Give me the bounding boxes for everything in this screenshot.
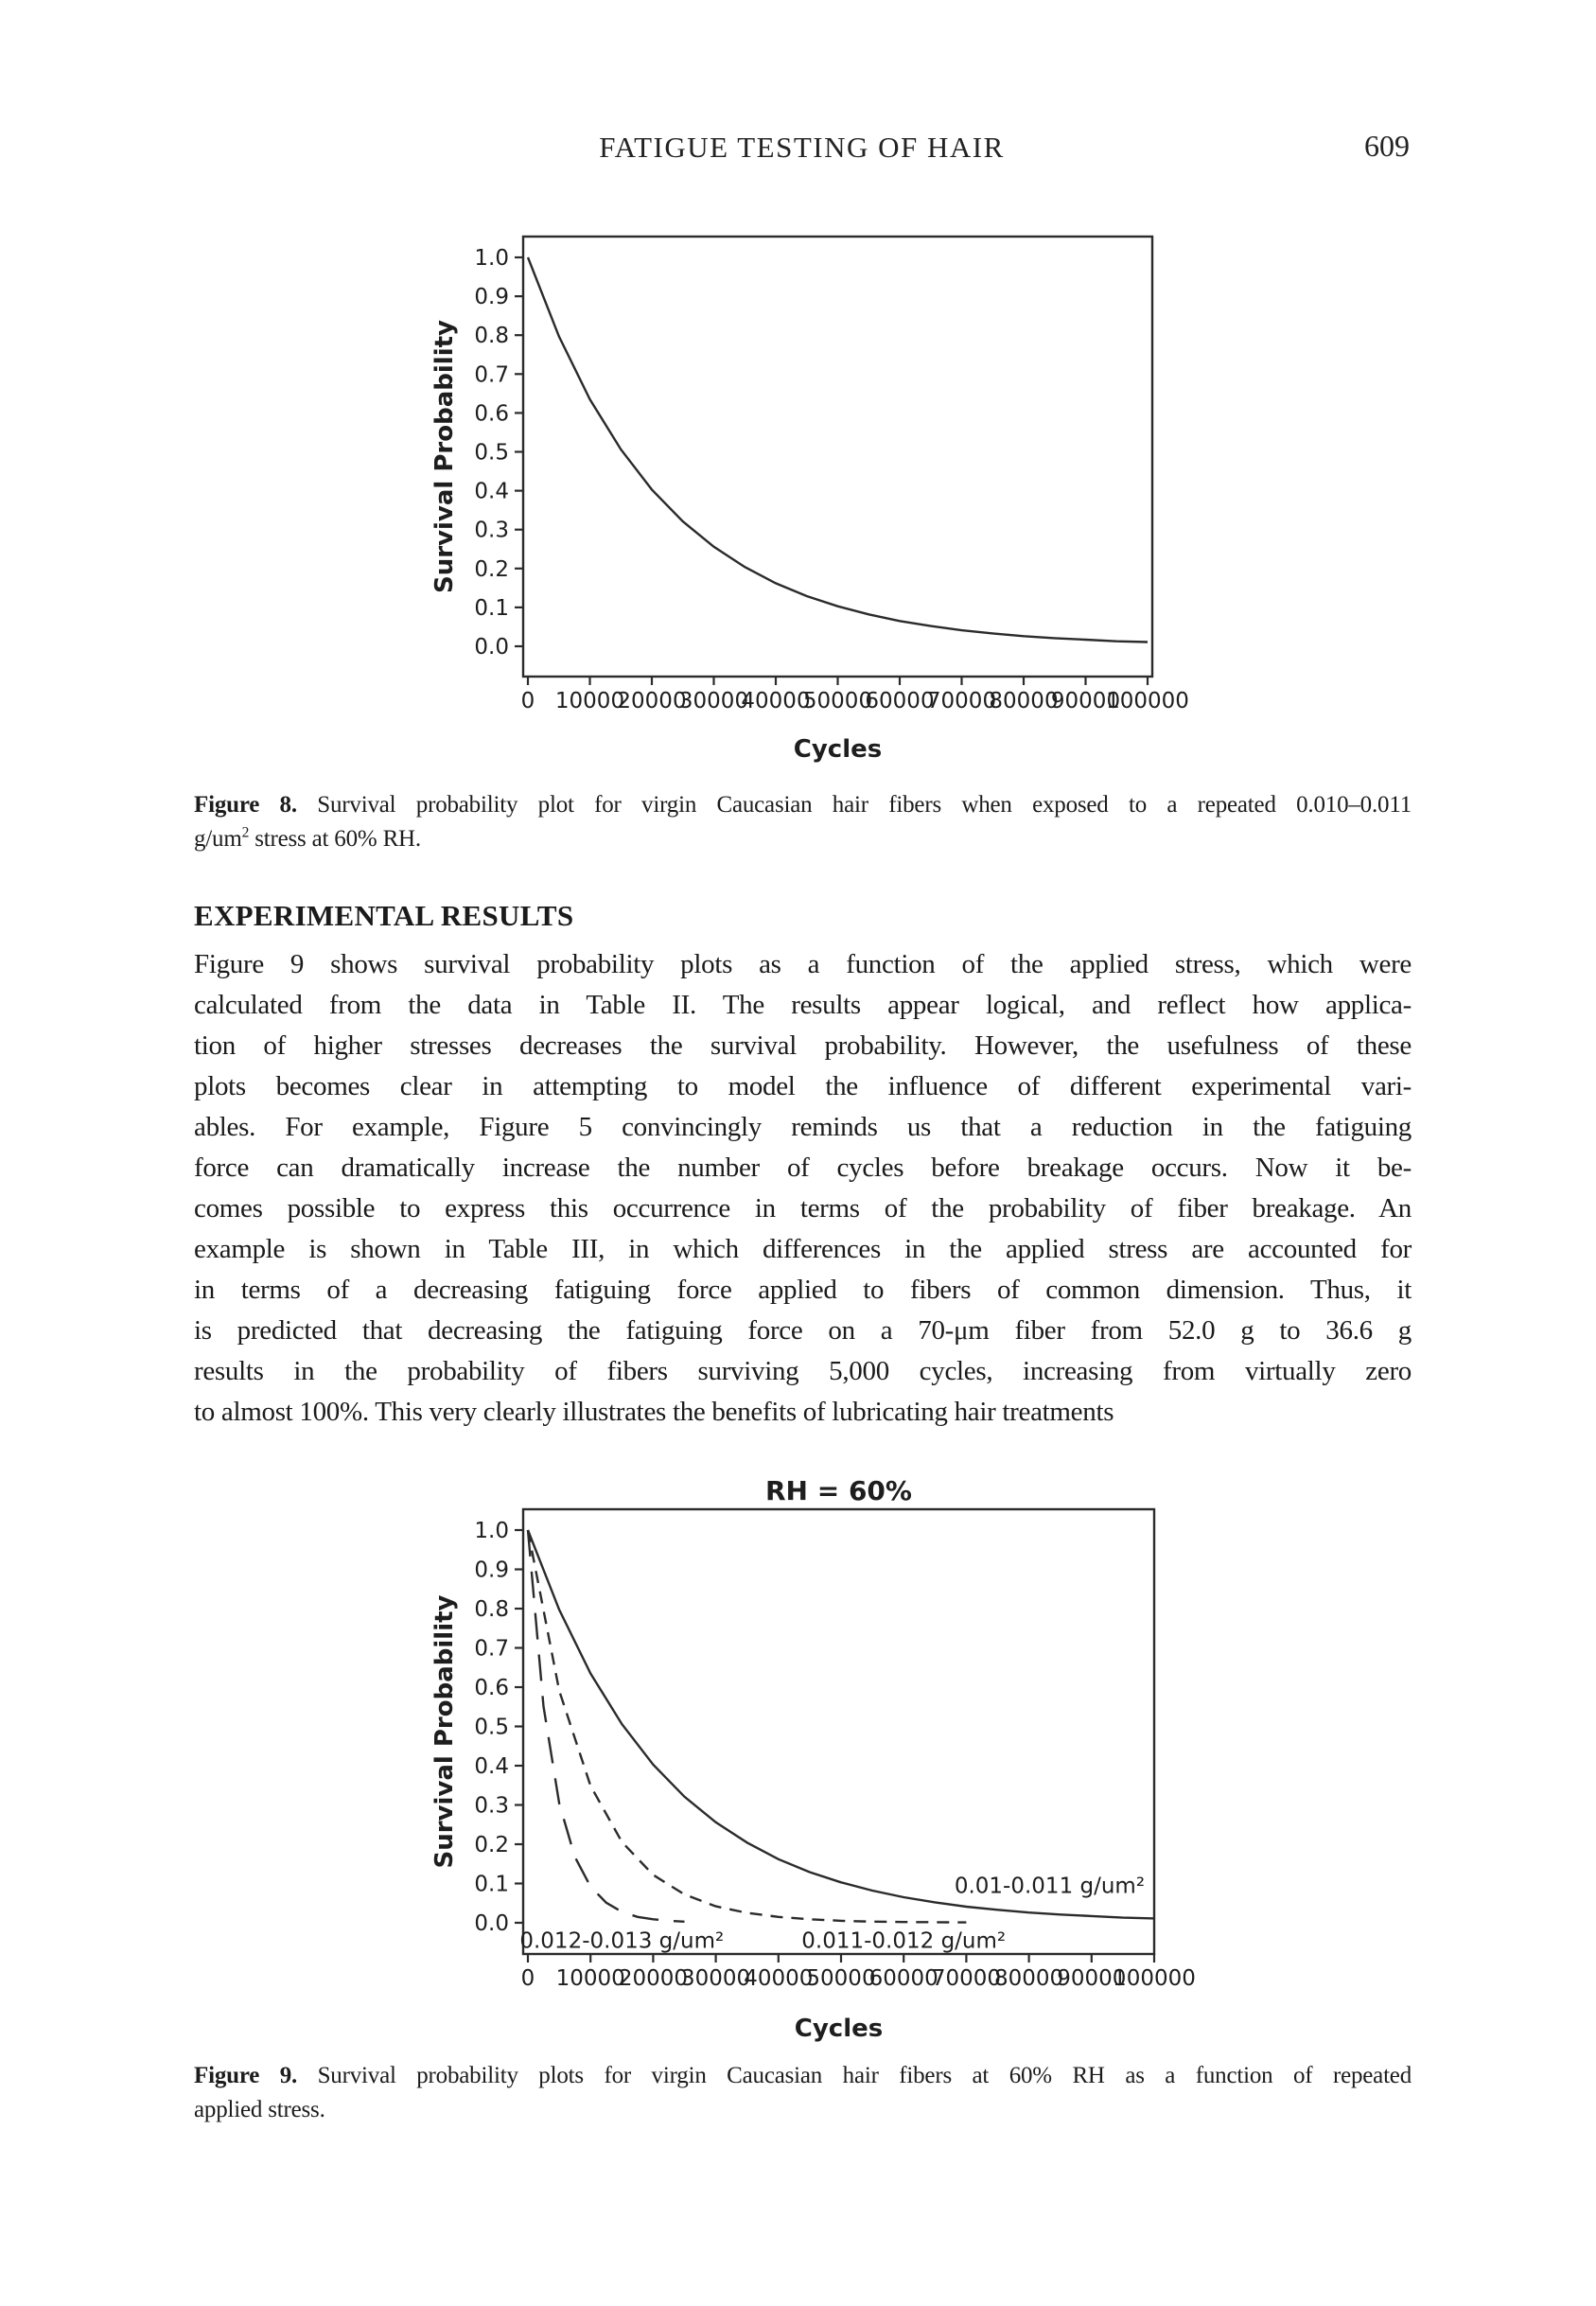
x-tick-label: 0 — [521, 689, 535, 713]
series-curve — [526, 1529, 685, 1923]
paragraph-line: calculated from the data in Table II. Th… — [194, 990, 1412, 1020]
series-label: 0.01-0.011 g/um² — [955, 1875, 1145, 1899]
x-tick-label: 40000 — [741, 689, 810, 713]
figure8-label: Figure 8. — [194, 792, 297, 818]
x-tick-label: 90000 — [1057, 1966, 1126, 1991]
x-tick-label: 0 — [521, 1966, 535, 1991]
x-tick-label: 80000 — [989, 689, 1058, 713]
x-tick-label: 20000 — [617, 689, 686, 713]
x-tick-label: 10000 — [555, 689, 624, 713]
paragraph-line: force can dramatically increase the numb… — [194, 1153, 1412, 1183]
paragraph-line: plots becomes clear in attempting to mod… — [194, 1071, 1412, 1101]
x-tick-label: 20000 — [619, 1966, 688, 1991]
figure9-chart: 0 100002000030000400005000060000700008000… — [430, 1475, 1196, 2043]
x-tick-label: 60000 — [865, 689, 934, 713]
page-number: 609 — [1364, 129, 1410, 163]
y-axis-title: Survival Probability — [430, 320, 459, 593]
caption-line: Figure 8. Survival probability plot for … — [194, 788, 1412, 822]
caption-text: Survival probability plot for virgin Cau… — [296, 792, 1412, 818]
figure9-caption: Figure 9. Survival probability plots for… — [194, 2059, 1412, 2127]
y-tick-label: 0.2 — [474, 1833, 509, 1857]
paragraph-line: ables. For example, Figure 5 convincingl… — [194, 1112, 1412, 1142]
x-tick-label: 90000 — [1051, 689, 1120, 713]
caption-text: applied stress. — [194, 2097, 325, 2122]
y-tick-label: 0.6 — [474, 401, 509, 426]
x-tick-label: 10000 — [556, 1966, 625, 1991]
y-tick-label: 1.0 — [474, 246, 509, 271]
x-tick-label: 30000 — [681, 1966, 750, 1991]
y-tick-label: 0.6 — [474, 1676, 509, 1700]
paragraph-line: in terms of a decreasing fatiguing force… — [194, 1275, 1412, 1305]
series-label: 0.012-0.013 g/um² — [519, 1929, 724, 1954]
x-tick-label: 60000 — [869, 1966, 938, 1991]
x-tick-label: 50000 — [803, 689, 872, 713]
caption-line: Figure 9. Survival probability plots for… — [194, 2059, 1412, 2093]
paragraph-line: Figure 9 shows survival probability plot… — [194, 949, 1412, 979]
figure8-caption: Figure 8. Survival probability plot for … — [194, 788, 1412, 856]
x-tick-label: 100000 — [1106, 689, 1189, 713]
x-tick-label: 70000 — [932, 1966, 1001, 1991]
y-tick-label: 0.0 — [474, 1911, 509, 1936]
y-axis-title: Survival Probability — [430, 1594, 459, 1868]
running-head-title: FATIGUE TESTING OF HAIR — [599, 131, 1005, 164]
section-heading: EXPERIMENTAL RESULTS — [194, 899, 574, 932]
y-tick-label: 0.8 — [474, 1597, 509, 1622]
caption-text: g/um — [194, 826, 242, 852]
plot-frame — [521, 1507, 1156, 1956]
paragraph-line: comes possible to express this occurrenc… — [194, 1193, 1412, 1223]
series-curve — [526, 256, 1149, 643]
y-tick-label: 0.5 — [474, 441, 509, 466]
y-tick-label: 0.1 — [474, 596, 509, 621]
y-tick-label: 0.1 — [474, 1873, 509, 1897]
x-tick-label: 40000 — [744, 1966, 813, 1991]
y-tick-label: 0.2 — [474, 557, 509, 582]
series-curve — [526, 1529, 967, 1924]
y-tick-label: 0.0 — [474, 635, 509, 660]
y-tick-label: 0.9 — [474, 285, 509, 309]
series-curve — [526, 1529, 1155, 1920]
x-tick-label: 70000 — [927, 689, 996, 713]
figure9-label: Figure 9. — [194, 2063, 298, 2088]
x-tick-label: 100000 — [1113, 1966, 1196, 1991]
y-tick-label: 0.5 — [474, 1716, 509, 1740]
caption-text: Survival probability plots for virgin Ca… — [297, 2063, 1412, 2088]
plot-frame — [521, 235, 1154, 678]
y-tick-label: 1.0 — [474, 1519, 509, 1543]
x-tick-label: 30000 — [679, 689, 748, 713]
caption-line: g/um2 stress at 60% RH. — [194, 822, 1412, 856]
paragraph-line: example is shown in Table III, in which … — [194, 1234, 1412, 1264]
paragraph-line: results in the probability of fibers sur… — [194, 1356, 1412, 1386]
y-tick-label: 0.8 — [474, 324, 509, 348]
x-axis-title: Cycles — [794, 735, 882, 764]
y-tick-label: 0.3 — [474, 1794, 509, 1819]
y-tick-label: 0.9 — [474, 1558, 509, 1583]
superscript: 2 — [241, 824, 250, 841]
y-tick-label: 0.7 — [474, 362, 509, 387]
y-tick-label: 0.7 — [474, 1637, 509, 1662]
paragraph-line: is predicted that decreasing the fatigui… — [194, 1315, 1412, 1346]
chart-title: RH = 60% — [765, 1475, 912, 1506]
paragraph-line: tion of higher stresses decreases the su… — [194, 1030, 1412, 1061]
y-tick-label: 0.4 — [474, 1754, 509, 1779]
body-paragraph: Figure 9 shows survival probability plot… — [194, 944, 1412, 1433]
figure8-chart: 0 100002000030000400005000060000700008000… — [430, 235, 1189, 764]
x-axis-title: Cycles — [795, 2015, 883, 2043]
caption-line: applied stress. — [194, 2093, 1412, 2127]
caption-text: stress at 60% RH. — [249, 826, 421, 852]
paragraph-line: to almost 100%. This very clearly illust… — [194, 1397, 1114, 1427]
x-tick-label: 50000 — [806, 1966, 875, 1991]
y-tick-label: 0.3 — [474, 519, 509, 543]
y-tick-label: 0.4 — [474, 480, 509, 504]
series-label: 0.011-0.012 g/um² — [801, 1929, 1006, 1954]
x-tick-label: 80000 — [994, 1966, 1063, 1991]
